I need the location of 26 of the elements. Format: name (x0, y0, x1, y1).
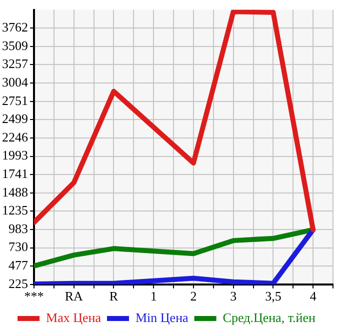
x-tick-label: *** (24, 288, 44, 304)
y-tick-label: 2751 (2, 92, 28, 108)
y-tick-label: 477 (8, 258, 28, 273)
y-tick-label: 2246 (2, 129, 28, 144)
x-tick-label: 1 (150, 288, 157, 304)
x-tick-label: 4 (310, 288, 317, 304)
y-tick-label: 3509 (2, 38, 28, 53)
x-tick-label: 3 (230, 288, 237, 304)
legend-label: Min Цена (136, 310, 189, 325)
x-tick-label: R (109, 288, 118, 304)
y-tick-label: 1235 (2, 202, 28, 218)
y-tick-label: 3257 (2, 56, 28, 72)
x-tick-label: RA (64, 288, 84, 304)
y-tick-label: 1741 (2, 166, 28, 181)
y-tick-label: 225 (8, 276, 28, 291)
y-tick-label: 1993 (2, 148, 28, 163)
y-tick-label: 3762 (2, 20, 28, 35)
y-tick-label: 983 (8, 220, 28, 236)
y-tick-label: 730 (8, 239, 28, 254)
legend-label: Max Цена (46, 310, 102, 325)
y-tick-label: 2499 (2, 111, 28, 126)
x-tick-label: 2 (190, 288, 197, 304)
y-tick-label: 3004 (2, 74, 28, 90)
y-tick-label: 1488 (2, 184, 28, 200)
x-tick-label: 3,5 (265, 288, 282, 304)
legend-label: Сред.Цена, т.йен (222, 310, 316, 325)
